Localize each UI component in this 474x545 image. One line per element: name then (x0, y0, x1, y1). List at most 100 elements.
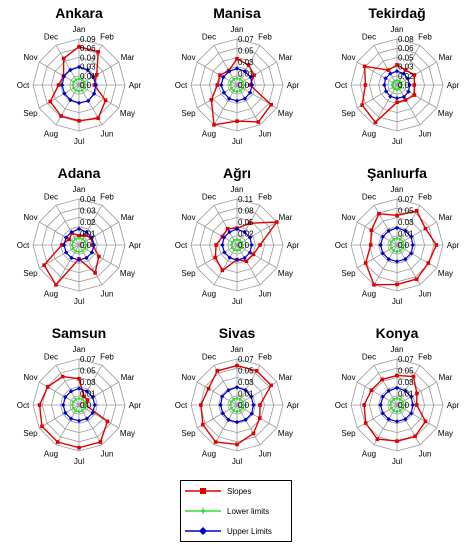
month-label-jun: Jun (101, 449, 114, 458)
lower-limits-point (80, 78, 84, 82)
upper-limits-point (403, 228, 408, 233)
month-label-sep: Sep (341, 269, 356, 278)
slopes-point (247, 221, 252, 226)
slopes-point (362, 64, 367, 69)
lower-limits-point (80, 409, 84, 413)
month-label-may: May (278, 109, 293, 118)
month-label-may: May (438, 109, 453, 118)
upper-limits-point (89, 250, 95, 255)
lower-limits-point (235, 77, 239, 80)
upper-limits-point (84, 255, 89, 261)
lower-limits-point (232, 89, 236, 93)
slopes-point (61, 56, 66, 61)
slopes-point (56, 83, 61, 87)
lower-limits-point (395, 250, 399, 253)
month-label-may: May (278, 429, 293, 438)
upper-limits-point (406, 89, 411, 94)
upper-limits-point (382, 82, 387, 88)
lower-limits-point (77, 410, 81, 413)
tick-label: 0.02 (80, 218, 96, 227)
upper-limits-point (90, 394, 95, 400)
month-label-jul: Jul (74, 137, 84, 146)
slopes-point (412, 73, 417, 77)
legend-label-slopes: Slopes (227, 486, 252, 496)
upper-limits-point (394, 96, 400, 101)
upper-limits-point (394, 259, 400, 264)
upper-limits-point (386, 228, 391, 233)
month-label-apr: Apr (447, 401, 460, 410)
month-label-oct: Oct (17, 241, 30, 250)
grid-spoke (213, 244, 238, 286)
slopes-point (59, 114, 63, 118)
upper-limits-point (234, 419, 240, 425)
slopes-swatch (185, 488, 221, 494)
lower-limits-point (235, 410, 239, 413)
tick-label: 0.05 (80, 367, 96, 376)
tick-label: 0.03 (238, 378, 254, 387)
lower-limits-point (391, 83, 394, 87)
radar-panel-ag-r: Ağrı Jan Feb Mar Apr May Jun Jul Aug Sep Oct Nov Dec… (175, 165, 300, 306)
month-label-jun: Jun (101, 129, 114, 138)
grid-spoke (213, 204, 238, 246)
month-label-apr: Apr (447, 81, 460, 90)
slopes-point (362, 403, 366, 407)
slopes-point (368, 243, 373, 247)
legend-item-lower-limits: Lower limits (185, 504, 269, 518)
lower-limits-point (71, 240, 75, 243)
radar-panel-manisa: Manisa Jan Feb Mar Apr May Jun Jul Aug Sep Oct Nov D… (175, 5, 300, 146)
upper-limits-point (234, 98, 240, 103)
month-label-may: May (438, 429, 453, 438)
upper-limits-point (234, 385, 240, 390)
tick-label: 0.01 (80, 72, 96, 81)
lower-limits-point (398, 409, 402, 413)
upper-limits-point (409, 411, 414, 416)
tick-label: 0.05 (398, 367, 414, 376)
grid-spoke (396, 84, 421, 126)
month-label-feb: Feb (100, 33, 114, 42)
upper-limits-point (84, 416, 90, 421)
month-label-feb: Feb (418, 353, 432, 362)
upper-limits-point (220, 242, 225, 248)
lower-limits-point (238, 248, 242, 252)
month-label-jan: Jan (231, 25, 244, 34)
lower-limits-point (389, 403, 392, 407)
lower-limits-point (74, 237, 77, 241)
slopes-point (77, 234, 81, 238)
month-label-sep: Sep (341, 429, 356, 438)
upper-limits-point (220, 411, 225, 416)
tick-label: 0.03 (80, 63, 96, 72)
lower-limits-point (83, 83, 87, 87)
month-label-nov: Nov (181, 213, 195, 222)
radar-panel-adana: Adana Jan Feb Mar Apr May Jun Jul Aug Sep Oct Nov De… (17, 165, 142, 306)
slopes-point (403, 68, 408, 72)
slopes-point (220, 234, 225, 239)
slopes-point (403, 98, 408, 102)
tick-label: 0.05 (398, 207, 414, 216)
upper-limits-point (234, 66, 240, 71)
lower-limits-point (395, 410, 399, 413)
panel-title-ankara: Ankara (55, 5, 103, 21)
lower-limits-point (389, 400, 393, 404)
lower-limits-point (238, 77, 242, 81)
upper-limits-point (222, 250, 227, 255)
month-label-oct: Oct (335, 401, 348, 410)
slopes-point (215, 83, 220, 87)
lower-limits-point (392, 409, 396, 413)
tick-label: 0.07 (238, 355, 254, 364)
grid-spoke (373, 84, 398, 126)
upper-limits-point (388, 71, 393, 76)
slopes-point (254, 369, 259, 373)
upper-limits-point (409, 251, 414, 256)
lower-limits-point (80, 88, 84, 92)
upper-limits-point (247, 235, 253, 240)
month-label-jul: Jul (232, 457, 242, 466)
tick-label: 0.06 (80, 44, 96, 53)
lower-limits-point (389, 406, 393, 410)
month-label-oct: Oct (175, 401, 188, 410)
lower-limits-point (232, 397, 236, 401)
lower-limits-point (242, 403, 245, 407)
tick-label: 0.07 (80, 355, 96, 364)
month-label-feb: Feb (258, 33, 272, 42)
grid-spoke (396, 84, 438, 109)
upper-limits-point (68, 67, 73, 73)
